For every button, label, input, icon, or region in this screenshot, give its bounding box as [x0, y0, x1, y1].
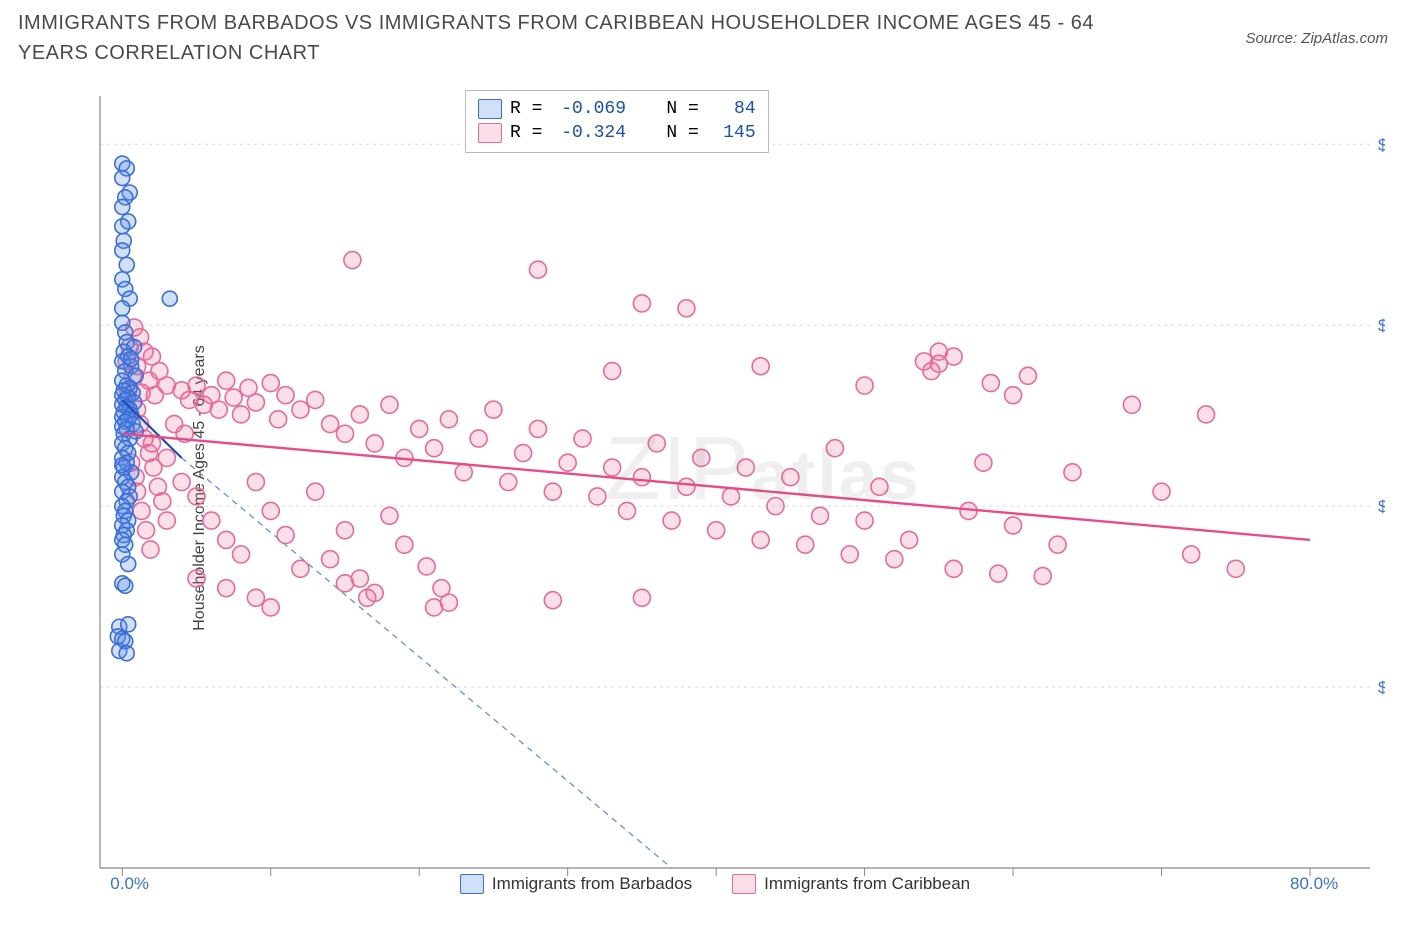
- swatch-caribbean: [478, 123, 502, 143]
- correlation-chart: Householder Income Ages 45 - 64 years $3…: [45, 88, 1385, 888]
- x-axis-min-label: 0.0%: [110, 874, 149, 894]
- scatter-plot-svg: $37,500 $75,000 $112,500 $150,000: [45, 88, 1385, 888]
- svg-text:$37,500: $37,500: [1378, 678, 1385, 697]
- source-attribution: Source: ZipAtlas.com: [1245, 30, 1388, 47]
- legend-item-barbados: Immigrants from Barbados: [460, 874, 692, 894]
- n-value-barbados: 84: [718, 97, 756, 121]
- series-label-barbados: Immigrants from Barbados: [492, 874, 692, 894]
- r-value-caribbean: -0.324: [561, 121, 626, 145]
- legend-item-caribbean: Immigrants from Caribbean: [732, 874, 970, 894]
- swatch-barbados: [478, 99, 502, 119]
- legend-text: N =: [634, 121, 710, 145]
- swatch-barbados: [460, 874, 484, 894]
- legend-text: R =: [510, 121, 553, 145]
- swatch-caribbean: [732, 874, 756, 894]
- legend-row-caribbean: R = -0.324 N = 145: [478, 121, 756, 145]
- svg-text:$75,000: $75,000: [1378, 497, 1385, 516]
- legend-text: R =: [510, 97, 553, 121]
- series-label-caribbean: Immigrants from Caribbean: [764, 874, 970, 894]
- chart-title: IMMIGRANTS FROM BARBADOS VS IMMIGRANTS F…: [18, 8, 1138, 68]
- svg-text:$112,500: $112,500: [1378, 316, 1385, 335]
- r-value-barbados: -0.069: [561, 97, 626, 121]
- legend-row-barbados: R = -0.069 N = 84: [478, 97, 756, 121]
- x-axis-max-label: 80.0%: [1290, 874, 1338, 894]
- correlation-legend: R = -0.069 N = 84 R = -0.324 N = 145: [465, 90, 769, 153]
- series-legend: Immigrants from Barbados Immigrants from…: [45, 874, 1385, 894]
- svg-text:$150,000: $150,000: [1378, 135, 1385, 154]
- n-value-caribbean: 145: [718, 121, 756, 145]
- legend-text: N =: [634, 97, 710, 121]
